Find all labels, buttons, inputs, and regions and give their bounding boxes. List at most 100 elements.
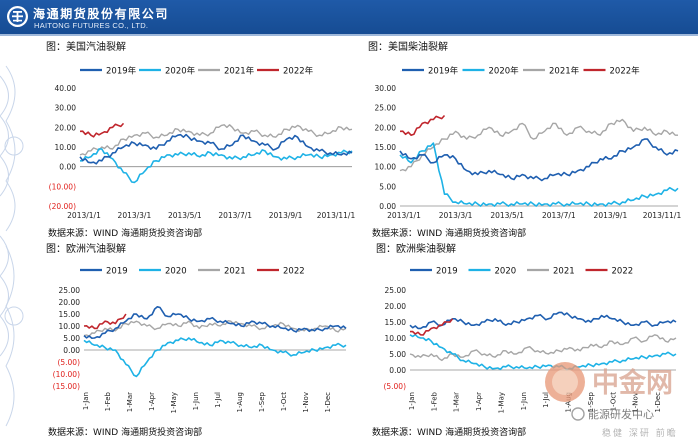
chart-us-diesel: 2019年 2020年 2021年 2022年 30.00 25.00 20.00 15.00… [375, 66, 682, 221]
y-tick-label: 0.00 [59, 163, 76, 172]
watermark-account: 能源研发中心 [588, 407, 654, 421]
watermark-slogan: 稳健 深研 前瞻 [602, 427, 678, 439]
series-line-2020 [80, 148, 353, 184]
chart-title: 图：美国汽油裂解 [46, 42, 126, 53]
chart-us-gasoline: 2019年 2020年 2021年 2022年 40.00 30.00 20.00 10.00… [49, 66, 356, 221]
series-line-2022 [79, 122, 125, 138]
x-tick-label: 2013/11/1 [317, 211, 356, 220]
series-line-2019 [83, 305, 347, 339]
legend-label-2022: 2022 [283, 267, 305, 277]
x-tick-label: 2013/1/1 [387, 211, 421, 220]
x-tick-label: 2013/11/1 [643, 211, 682, 220]
legend-label-2020: 2020年 [165, 66, 196, 77]
y-tick-label: 40.00 [55, 84, 77, 93]
x-tick-label: 1-Aug [236, 392, 244, 413]
x-tick-label: 2013/9/1 [594, 211, 628, 220]
header-divider [0, 34, 698, 36]
y-tick-label: 5.00 [389, 350, 406, 359]
y-tick-label: 5.00 [379, 182, 396, 191]
y-tick-label: 25.00 [385, 286, 407, 295]
chart-title: 图：欧洲汽油裂解 [46, 244, 126, 255]
chart-eu-diesel: 2019 2020 2021 2022 25.00 20.00 15.00 10.00 5.00… [383, 267, 677, 413]
x-tick-label: 1-Jul [542, 392, 550, 408]
legend-label-2020: 2020 [165, 267, 187, 277]
x-tick-label: 2013/7/1 [542, 211, 576, 220]
chart-source: 数据来源：WIND 海通期货投资咨询部 [48, 229, 203, 239]
x-tick-label: 2013/1/1 [67, 211, 101, 220]
y-tick-label: 15.00 [385, 318, 407, 327]
legend-label-2019: 2019年 [428, 66, 459, 77]
x-tick-label: 2013/9/1 [269, 211, 303, 220]
series-line-2020 [399, 142, 679, 207]
x-tick-label: 1-Apr [148, 392, 156, 411]
x-tick-label: 1-Sep [258, 391, 266, 412]
x-tick-label: 1-Feb [104, 391, 112, 411]
legend-label-2020: 2020 [495, 267, 517, 277]
y-tick-label: 15.00 [375, 143, 397, 152]
chart-source: 数据来源：WIND 海通期货投资咨询部 [48, 428, 203, 438]
x-tick-label: 1-Apr [475, 392, 483, 411]
y-tick-label: 5.00 [63, 334, 80, 343]
series-line-2019 [399, 138, 679, 182]
legend-label-2022: 2022年 [283, 66, 314, 77]
zhongjin-watermark: 中金网 中金网 能源研发中心 稳健 深研 前瞻 [545, 362, 678, 439]
company-name-cn: 海通期货股份有限公司 [33, 7, 170, 21]
x-tick-label: 1-Jun [520, 392, 528, 410]
legend-label-2019: 2019年 [106, 66, 137, 77]
y-tick-label: (20.00) [49, 202, 76, 211]
x-tick-label: 1-May [170, 392, 178, 413]
series-line-2020 [83, 337, 347, 378]
x-tick-label: 1-May [497, 392, 505, 413]
x-tick-label: 1-Nov [302, 392, 310, 413]
legend-label-2021: 2021年 [549, 66, 580, 77]
y-tick-label: (15.00) [53, 382, 80, 391]
x-tick-label: 1-Jan [82, 392, 90, 410]
y-tick-label: 15.00 [59, 310, 81, 319]
series-line-2019 [409, 311, 677, 330]
watermark-brand: 中金网 [592, 367, 673, 399]
x-tick-label: 1-Jun [192, 392, 200, 410]
y-tick-label: 20.00 [375, 123, 397, 132]
x-tick-label: 1-Jan [408, 392, 416, 410]
y-tick-label: (10.00) [49, 182, 76, 191]
y-tick-label: 20.00 [55, 123, 77, 132]
y-tick-label: 0.00 [379, 202, 396, 211]
haitong-logo-icon [7, 6, 28, 27]
x-tick-label: 1-Oct [280, 392, 288, 412]
series-line-2019 [79, 133, 353, 165]
series-line-2022 [410, 318, 454, 336]
chart-source: 数据来源：WIND 海通期货投资咨询部 [372, 229, 527, 239]
x-tick-label: 1-Aug [565, 392, 573, 413]
y-tick-label: 10.00 [375, 163, 397, 172]
series-line-2021 [79, 124, 353, 156]
legend-label-2021: 2021 [553, 267, 575, 277]
y-tick-label: 20.00 [59, 298, 81, 307]
legend-label-2021: 2021年 [224, 66, 255, 77]
chart-eu-gasoline: 2019 2020 2021 2022 25.00 20.00 15.00 10.00 5.00… [53, 267, 347, 413]
y-tick-label: 0.00 [389, 366, 406, 375]
series-line-2022 [83, 313, 127, 330]
x-tick-label: 1-Mar [453, 392, 461, 412]
x-tick-label: 1-Feb [430, 391, 438, 411]
x-tick-label: 1-Dec [654, 392, 662, 413]
series-line-2021 [399, 118, 678, 172]
x-tick-label: 2013/7/1 [218, 211, 252, 220]
company-name-en: HAITONG FUTURES CO., LTD. [34, 21, 149, 30]
chart-source: 数据来源：WIND 海通期货投资咨询部 [372, 428, 527, 438]
y-tick-label: 30.00 [55, 104, 77, 113]
x-tick-label: 2013/5/1 [490, 211, 524, 220]
x-tick-label: 1-Dec [324, 392, 332, 413]
y-tick-label: 0.00 [63, 346, 80, 355]
x-tick-label: 1-Jul [214, 392, 222, 408]
y-tick-label: 25.00 [59, 286, 81, 295]
legend-label-2020: 2020年 [489, 66, 520, 77]
x-tick-label: 2013/5/1 [168, 211, 202, 220]
y-tick-label: 10.00 [385, 334, 407, 343]
x-tick-label: 1-Sep [587, 391, 595, 412]
legend-label-2021: 2021 [224, 267, 246, 277]
y-tick-label: 20.00 [385, 302, 407, 311]
legend-label-2022: 2022 [612, 267, 634, 277]
x-tick-label: 1-Mar [126, 392, 134, 412]
x-tick-label: 2013/3/1 [439, 211, 473, 220]
y-tick-label: 25.00 [375, 104, 397, 113]
